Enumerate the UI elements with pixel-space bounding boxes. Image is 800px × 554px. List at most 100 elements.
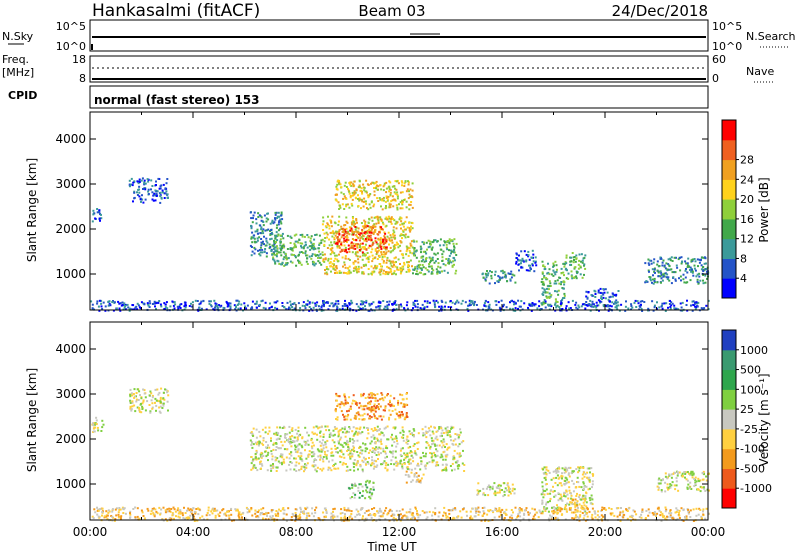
velocity-cell <box>346 430 349 433</box>
velocity-cell <box>149 512 152 515</box>
power-cell <box>159 303 162 306</box>
velocity-cell <box>550 478 553 481</box>
power-cell <box>499 309 502 312</box>
power-cell <box>281 261 284 264</box>
power-cell <box>121 301 124 304</box>
velocity-cell <box>296 444 299 447</box>
power-cell <box>383 231 386 234</box>
power-cell <box>130 183 133 186</box>
power-cell <box>420 260 423 263</box>
power-cell <box>281 305 284 307</box>
power-cell <box>269 222 272 225</box>
velocity-cell <box>156 512 159 515</box>
velocity-cell <box>438 426 441 428</box>
power-cell <box>691 258 694 261</box>
velocity-cell <box>329 467 332 470</box>
velocity-cell <box>588 467 591 470</box>
power-cell <box>413 269 416 271</box>
power-region-6 <box>334 179 414 211</box>
velocity-cell <box>477 490 480 493</box>
power-cell <box>285 256 288 259</box>
power-cell <box>388 188 391 191</box>
velocity-cell <box>547 510 550 513</box>
power-cell <box>343 237 346 240</box>
velocity-cell <box>358 406 361 409</box>
velocity-cell <box>103 516 106 519</box>
velocity-cell <box>281 444 284 447</box>
power-cell <box>318 261 321 264</box>
power-cell <box>405 216 408 219</box>
power-cell <box>271 219 274 222</box>
velocity-cell <box>259 435 262 438</box>
power-cell <box>411 246 414 249</box>
velocity-cell <box>370 395 373 398</box>
velocity-cell <box>282 458 285 461</box>
power-cell <box>392 205 395 208</box>
velocity-cell <box>545 473 548 475</box>
velocity-cell <box>392 426 395 429</box>
velocity-cell <box>542 468 545 471</box>
power-cell <box>348 247 351 250</box>
beam-title: Beam 03 <box>358 2 425 20</box>
power-cell <box>165 182 168 185</box>
velocity-cell <box>371 406 373 409</box>
power-cell <box>308 309 311 312</box>
power-cell <box>287 308 290 311</box>
power-cell <box>547 288 550 291</box>
velocity-cell <box>378 398 381 401</box>
power-cell <box>406 226 409 229</box>
velocity-region-2 <box>249 425 466 473</box>
velocity-cell <box>322 444 325 447</box>
velocity-cell <box>359 449 362 452</box>
velocity-cell <box>386 455 388 458</box>
power-cell <box>399 303 402 306</box>
velocity-cell <box>375 460 378 463</box>
velocity-cell <box>328 436 331 438</box>
power-cell <box>326 247 329 249</box>
velocity-cell <box>545 483 548 485</box>
power-cell <box>547 296 550 299</box>
power-cell <box>348 233 351 236</box>
velocity-cell <box>277 460 280 463</box>
power-cell <box>557 289 560 292</box>
power-cell <box>663 272 666 275</box>
power-cell <box>452 260 455 263</box>
power-cell <box>494 300 497 303</box>
power-cell <box>323 302 326 304</box>
velocity-cell <box>571 503 574 506</box>
power-cell <box>450 250 453 253</box>
power-cell <box>364 308 367 311</box>
velocity-cell <box>446 426 449 429</box>
velocity-cell <box>285 456 288 459</box>
power-cell <box>407 265 410 268</box>
power-cell <box>388 185 391 188</box>
power-cell <box>363 197 366 200</box>
power-cell <box>143 303 146 306</box>
velocity-cell <box>322 467 325 470</box>
power-cell <box>133 308 136 311</box>
power-cell <box>289 242 292 244</box>
power-cell <box>331 247 334 250</box>
power-cell <box>332 267 335 270</box>
power-cell <box>525 253 528 256</box>
power-cell <box>354 191 357 194</box>
velocity-cell <box>576 504 579 507</box>
power-cell <box>389 203 392 206</box>
power-cell <box>412 268 415 271</box>
power-cell <box>564 261 567 264</box>
power-cell <box>540 281 543 283</box>
power-cell <box>302 247 305 250</box>
power-cell <box>209 304 212 307</box>
velocity-cell <box>316 466 319 469</box>
power-cell <box>374 248 377 251</box>
velocity-cell <box>390 459 393 462</box>
power-cell <box>166 307 169 310</box>
velocity-cell <box>386 393 389 395</box>
power-cell <box>490 277 493 280</box>
velocity-cell <box>691 471 694 474</box>
power-cell <box>345 203 348 206</box>
power-cell <box>273 247 275 250</box>
velocity-cell <box>384 396 386 399</box>
power-cell <box>357 236 360 239</box>
velocity-cell <box>159 411 162 414</box>
